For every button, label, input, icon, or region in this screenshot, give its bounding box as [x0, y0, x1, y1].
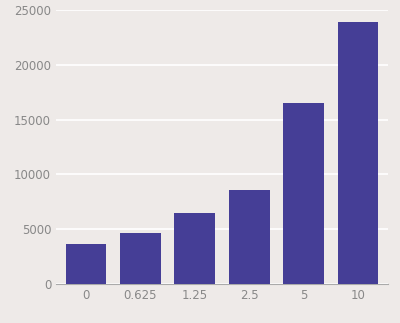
Bar: [120, 233, 161, 284]
Bar: [338, 22, 378, 284]
Bar: [283, 103, 324, 284]
Bar: [66, 244, 106, 284]
Bar: [229, 190, 270, 284]
Bar: [174, 213, 215, 284]
